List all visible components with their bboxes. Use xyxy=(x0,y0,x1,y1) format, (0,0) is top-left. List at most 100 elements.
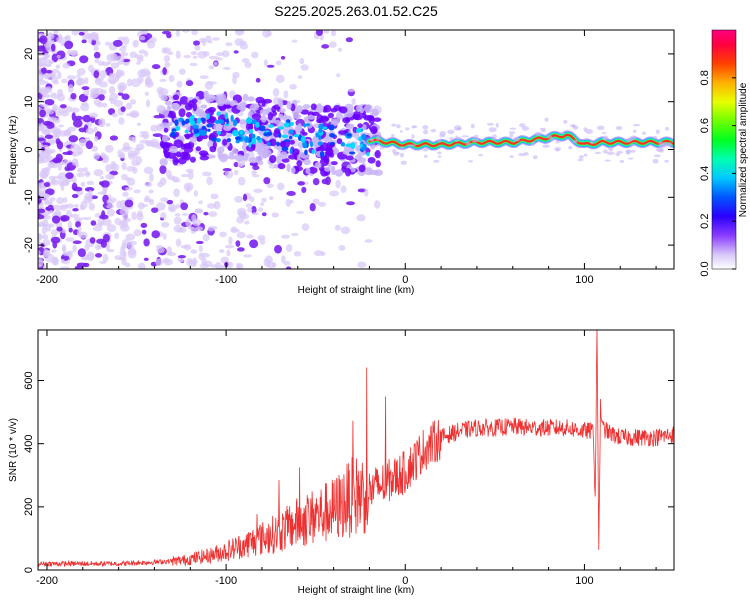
spectrogram-halo-blob xyxy=(413,125,418,128)
spectrogram-noise-blob xyxy=(134,148,140,156)
spectrogram-band-core xyxy=(278,126,285,130)
spectrogram-noise-blob xyxy=(199,263,210,269)
spectrogram-noise-blob xyxy=(43,182,51,188)
spectrogram-band-core xyxy=(276,141,281,147)
spectrogram-band-blob xyxy=(183,146,194,153)
spectrogram-noise-blob xyxy=(124,187,133,191)
spectrogram-band-blob xyxy=(251,113,262,120)
spectrogram-halo-blob xyxy=(369,138,374,142)
spectrogram-noise-blob xyxy=(109,79,117,85)
colorbar-tick-label: 0.6 xyxy=(699,118,711,133)
spectrogram-noise-blob xyxy=(95,253,103,258)
spectrogram-noise-blob xyxy=(62,62,71,69)
spectrogram-noise-blob xyxy=(178,68,186,75)
spectrogram-halo-blob xyxy=(658,148,664,153)
spectrogram-noise-blob xyxy=(51,215,61,224)
spectrogram-noise-blob xyxy=(176,80,183,88)
spectrogram-noise-blob xyxy=(41,67,47,74)
spectrogram-band-blob xyxy=(229,100,238,107)
spectrogram-band-core xyxy=(329,133,336,138)
spectrogram-noise-blob xyxy=(71,150,80,157)
spectrogram-noise-blob xyxy=(42,193,50,198)
spectrogram-noise-blob xyxy=(118,117,125,125)
spectrogram-band-core xyxy=(263,132,269,137)
spectrogram-noise-blob xyxy=(53,175,64,179)
spectrogram-halo-blob xyxy=(630,149,636,153)
spectrogram-band-blob xyxy=(214,95,224,103)
spectrogram-band-blob xyxy=(344,167,352,177)
spectrogram-band-blob xyxy=(198,150,209,157)
spectrogram-halo-blob xyxy=(399,152,405,158)
spectrogram-band-blob xyxy=(330,161,338,166)
spectrogram-noise-blob xyxy=(251,205,257,214)
spectrogram-halo-blob xyxy=(473,134,479,138)
spectrogram-halo-blob xyxy=(461,135,469,138)
spectrogram-band-core xyxy=(216,111,221,116)
spectrogram-noise-blob xyxy=(114,255,123,261)
spectrogram-noise-blob xyxy=(56,110,61,117)
spectrogram-noise-blob xyxy=(60,110,69,117)
spectrogram-noise-blob xyxy=(180,173,190,178)
spectrogram-noise-blob xyxy=(81,86,90,91)
spectrogram-band-blob xyxy=(271,105,277,113)
spectrogram-noise-blob xyxy=(74,265,84,269)
spectrogram-noise-blob xyxy=(136,122,142,126)
spectrogram-noise-blob xyxy=(152,133,163,138)
spectrogram-noise-blob xyxy=(38,208,46,214)
spectrogram-noise-blob xyxy=(72,118,83,128)
spectrogram-noise-blob xyxy=(88,64,94,73)
spectrogram-band-blob xyxy=(179,95,189,105)
spectrogram-noise-blob xyxy=(94,57,99,64)
spectrogram-noise-blob xyxy=(88,202,96,211)
spectrogram-noise-blob xyxy=(86,251,95,261)
spectrogram-noise-blob xyxy=(225,244,235,249)
spectrogram-noise-blob xyxy=(120,106,126,112)
colorbar-tick-label: 0.4 xyxy=(699,166,711,181)
spectrogram-band-core xyxy=(304,149,308,156)
spectrogram-band-core xyxy=(201,125,207,130)
spectrogram-halo-blob xyxy=(546,135,553,139)
spectrogram-halo-blob xyxy=(641,131,646,135)
spectrogram-noise-blob xyxy=(221,50,230,58)
spectrogram-noise-blob xyxy=(226,249,231,257)
spectrogram-halo-blob xyxy=(512,136,521,142)
spectrogram-noise-blob xyxy=(236,207,247,216)
spectrogram-halo-blob xyxy=(615,153,621,156)
spectrogram-noise-blob xyxy=(74,203,79,209)
spectrogram-noise-blob xyxy=(81,101,89,107)
spectrogram-noise-blob xyxy=(85,127,95,135)
spectrogram-noise-blob xyxy=(72,244,77,253)
spectrogram-noise-blob xyxy=(161,221,170,228)
spectrogram-noise-blob xyxy=(151,230,160,239)
spectrogram-noise-blob xyxy=(97,191,107,195)
spectrogram-noise-blob xyxy=(202,233,210,242)
spectrogram-noise-blob xyxy=(106,208,116,217)
spectrogram-noise-blob xyxy=(173,216,182,225)
spectrogram-noise-blob xyxy=(165,169,172,178)
spectrogram-noise-blob xyxy=(109,135,119,141)
spectrogram-noise-blob xyxy=(255,77,261,83)
spectrogram-noise-blob xyxy=(38,137,46,142)
spectrogram-band-blob xyxy=(358,164,366,173)
spectrogram-noise-blob xyxy=(51,249,57,253)
spectrogram-noise-blob xyxy=(297,75,303,80)
spectrogram-noise-blob xyxy=(45,69,53,74)
spectrogram-band-blob xyxy=(161,109,169,116)
spectrogram-noise-blob xyxy=(241,57,250,64)
spectrogram-noise-blob xyxy=(137,69,147,78)
spectrogram-halo-blob xyxy=(430,128,437,133)
spectrogram-noise-blob xyxy=(43,249,50,256)
spectrogram-halo-blob xyxy=(369,145,376,148)
spectrogram-band-blob xyxy=(286,163,291,173)
spectrogram-noise-blob xyxy=(272,87,280,97)
spectrogram-band-blob xyxy=(307,114,316,120)
spectrogram-noise-blob xyxy=(104,144,114,153)
spectrogram-noise-blob xyxy=(253,188,263,193)
spectrogram-ytick-label: 20 xyxy=(23,48,35,60)
spectrogram-noise-blob xyxy=(283,90,289,99)
snr-panel: -200 -100 0 100 0 200 400 600 Height of straig… xyxy=(8,329,675,596)
spectrogram-noise-blob xyxy=(105,123,111,127)
spectrogram-noise-blob xyxy=(53,80,59,85)
spectrogram-noise-blob xyxy=(55,138,61,145)
spectrogram-band-core xyxy=(283,122,290,128)
